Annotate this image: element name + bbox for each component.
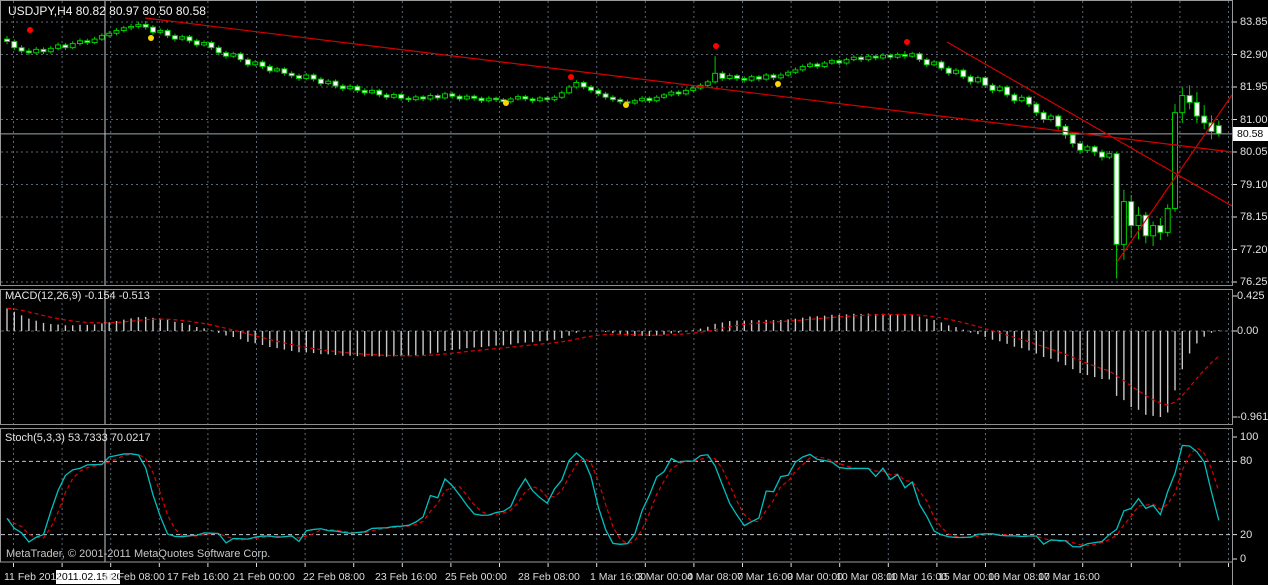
stoch-axis-label: 80	[1240, 455, 1253, 468]
selected-time-tag: 2011.02.15 20:00	[56, 570, 137, 584]
time-axis-label: 15 Mar 00:00	[938, 571, 1000, 583]
panel-separator-stoch[interactable]	[0, 424, 1233, 429]
time-axis-label: 16 Feb 08:00	[103, 571, 165, 583]
stoch-axis-label: 20	[1240, 528, 1253, 541]
panel-separator-macd[interactable]	[0, 285, 1233, 290]
time-axis-label: 25 Feb 00:00	[445, 571, 507, 583]
macd-axis-label: 0.00	[1237, 325, 1259, 337]
stoch-axis-label: 0	[1240, 553, 1247, 565]
time-axis-label: 11 Mar 16:00	[886, 571, 948, 583]
price-axis-label: 79.10	[1240, 178, 1268, 191]
price-axis-label: 80.05	[1240, 146, 1268, 158]
time-axis-label: 22 Feb 08:00	[303, 571, 365, 583]
macd-axis-label: -0.961	[1237, 411, 1268, 423]
time-axis-label: 28 Feb 08:00	[518, 571, 580, 583]
macd-indicator-label: MACD(12,26,9) -0.154 -0.513	[5, 290, 150, 302]
price-axis-label: 77.20	[1240, 243, 1268, 256]
time-axis-label: 7 Mar 16:00	[737, 571, 794, 583]
price-axis-label: 76.25	[1240, 276, 1268, 288]
time-axis-label: 23 Feb 16:00	[375, 571, 437, 583]
price-axis-label: 81.95	[1240, 81, 1268, 93]
metatrader-watermark: MetaTrader, © 2001-2011 MetaQuotes Softw…	[6, 548, 271, 560]
time-axis-label: 4 Mar 08:00	[687, 571, 744, 583]
current-price-tag: 80.58	[1233, 127, 1268, 141]
macd-axis-label: 0.425	[1237, 290, 1265, 302]
stoch-indicator-label: Stoch(5,3,3) 53.7333 70.0217	[5, 432, 151, 444]
price-axis-label: 83.85	[1240, 16, 1268, 28]
price-axis-label: 81.00	[1240, 113, 1268, 126]
time-axis-label: 3 Mar 00:00	[637, 571, 694, 583]
price-axis-label: 82.90	[1240, 48, 1268, 61]
price-axis-label: 78.15	[1240, 211, 1268, 223]
time-axis-label: 9 Mar 00:00	[787, 571, 844, 583]
time-axis-label: 11 Feb 2011	[4, 571, 62, 583]
time-axis-label: 17 Mar 16:00	[1038, 571, 1100, 583]
time-axis-label: 17 Feb 16:00	[167, 571, 229, 583]
stoch-axis-label: 100	[1240, 431, 1259, 443]
time-axis-label: 1 Mar 16:00	[590, 571, 647, 583]
symbol-ohlc-label: USDJPY,H4 80.82 80.97 80.50 80.58	[8, 4, 206, 18]
time-axis-label: 21 Feb 00:00	[233, 571, 295, 583]
time-axis-label: 16 Mar 08:00	[988, 571, 1050, 583]
time-axis-label: 10 Mar 08:00	[836, 571, 898, 583]
